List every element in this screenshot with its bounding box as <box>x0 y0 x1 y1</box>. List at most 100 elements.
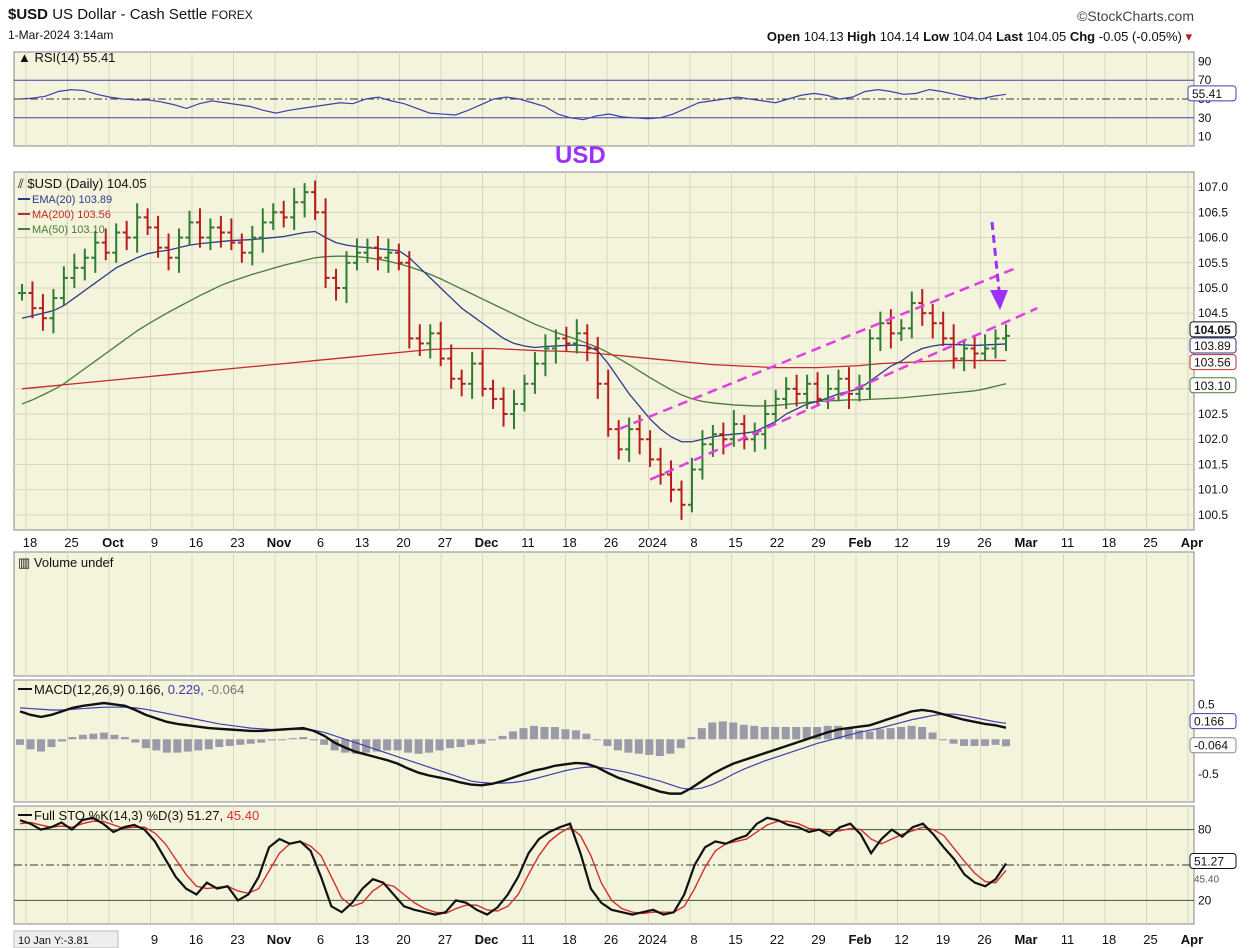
price-legend-item: MA(50) 103.10 <box>32 224 105 236</box>
price-tick-label: 106.5 <box>1198 205 1228 219</box>
macd-histogram-bar <box>89 733 98 740</box>
ema20-value-label: 103.89 <box>1194 339 1231 353</box>
macd-value-label: 0.166 <box>1194 715 1224 729</box>
x-axis-label-bottom: 29 <box>811 932 825 947</box>
macd-histogram-bar <box>509 731 517 740</box>
x-axis-label-top: 13 <box>355 535 369 550</box>
macd-histogram-bar <box>204 739 213 750</box>
x-axis-label-bottom: 23 <box>230 932 244 947</box>
x-axis-label-bottom: 11 <box>521 932 535 947</box>
last-value: 104.05 <box>1026 29 1067 44</box>
price-legend-item: MA(200) 103.56 <box>32 209 111 221</box>
macd-histogram-bar <box>288 738 297 740</box>
chg-label: Chg <box>1069 29 1096 44</box>
macd-histogram-bar <box>57 739 66 742</box>
rsi-value-box <box>1187 85 1237 102</box>
macd-legend: MACD(12,26,9) 0.166, 0.229, -0.064 <box>34 682 244 697</box>
price-tick-label: 104.5 <box>1198 306 1228 320</box>
macd-histogram-bar <box>110 734 119 740</box>
x-axis-label-bottom: 18 <box>562 932 576 947</box>
x-axis-label-top: 20 <box>396 535 410 550</box>
x-axis-label-bottom: 27 <box>438 932 452 947</box>
x-axis-label-top: 15 <box>728 535 742 550</box>
x-axis-label-top: Nov <box>267 535 292 550</box>
last-value-label: 104.05 <box>1194 323 1231 337</box>
open-value: 104.13 <box>803 29 844 44</box>
macd-hist-value-label: -0.064 <box>1194 739 1228 753</box>
x-axis-label-bottom: 13 <box>355 932 369 947</box>
macd-histogram-bar <box>236 739 245 745</box>
ma200-value-label-box <box>1189 354 1237 371</box>
macd-histogram-bar <box>960 739 969 746</box>
x-axis-label-top: 29 <box>811 535 825 550</box>
macd-histogram-bar <box>886 728 895 740</box>
macd-histogram-bar <box>278 739 287 741</box>
x-axis-label-top: Oct <box>102 535 124 550</box>
x-axis-label-bottom: 25 <box>1143 932 1157 947</box>
macd-histogram-bar <box>341 739 350 753</box>
x-axis-label-top: 25 <box>64 535 78 550</box>
macd-histogram-bar <box>99 732 108 740</box>
x-axis-label-top: Dec <box>475 535 499 550</box>
x-axis-label-bottom: 16 <box>189 932 203 947</box>
macd-histogram-bar <box>939 739 948 741</box>
macd-histogram-bar <box>225 739 234 746</box>
macd-legend-signal: 0.229, <box>168 682 208 697</box>
x-axis-label-top: 2024 <box>638 535 667 550</box>
x-axis-label-top: 18 <box>562 535 576 550</box>
high-value: 104.14 <box>879 29 920 44</box>
macd-histogram-bar <box>393 739 402 751</box>
ma50-value-label: 103.10 <box>1194 379 1231 393</box>
x-axis-label-bottom: 6 <box>317 932 324 947</box>
x-axis-label-top: 9 <box>151 535 158 550</box>
rsi-tick-label: 90 <box>1198 54 1212 68</box>
sto-d-line <box>19 820 1007 915</box>
ma200-line <box>21 347 1006 390</box>
macd-histogram-bar <box>981 739 990 746</box>
macd-histogram-bar <box>813 726 822 740</box>
macd-histogram-bar <box>194 739 203 751</box>
macd-histogram-bar <box>456 739 465 748</box>
price-tick-label: 102.5 <box>1198 407 1228 421</box>
macd-histogram-bar <box>655 739 664 756</box>
x-axis-label-top: 26 <box>977 535 991 550</box>
x-axis-label-top: Feb <box>848 535 871 550</box>
footer-note-box <box>13 930 119 948</box>
macd-histogram-bar <box>435 739 444 751</box>
macd-histogram-bar <box>697 728 706 740</box>
sto-legend-d: 45.40 <box>227 808 260 823</box>
macd-histogram-bar <box>582 733 591 740</box>
rsi-value-label: 55.41 <box>1192 87 1222 101</box>
rsi-line <box>19 88 1007 121</box>
x-axis-label-bottom: 20 <box>396 932 410 947</box>
macd-histogram-bar <box>802 726 811 740</box>
macd-histogram-bar <box>540 726 549 740</box>
sto-k-value-label: 51.27 <box>1194 855 1224 869</box>
macd-tick-label: -0.5 <box>1198 767 1219 781</box>
macd-histogram-bar <box>320 739 329 745</box>
macd-histogram-bar <box>404 739 413 753</box>
datetime: 1-Mar-2024 3:14am <box>8 28 114 42</box>
x-axis-label-top: 6 <box>317 535 324 550</box>
x-axis-label-top: 25 <box>1143 535 1157 550</box>
rsi-tick-label: 10 <box>1198 130 1212 144</box>
macd-histogram-bar <box>78 734 87 740</box>
macd-histogram-bar <box>739 724 748 740</box>
macd-histogram-bar <box>383 739 392 751</box>
ma200-value-label: 103.56 <box>1194 356 1231 370</box>
price-tick-label: 100.5 <box>1198 508 1228 522</box>
volume-legend: ▥ Volume undef <box>18 555 114 570</box>
ema20-value-label-box <box>1189 337 1237 354</box>
annotation-arrow-shaft <box>990 221 1001 291</box>
price-tick-label: 101.0 <box>1198 483 1228 497</box>
price-tick-label: 101.5 <box>1198 457 1228 471</box>
macd-histogram-bar <box>634 739 643 754</box>
chg-value: -0.05 (-0.05%) <box>1098 29 1182 44</box>
price-tick-label: 105.5 <box>1198 256 1228 270</box>
x-axis-label-bottom: 11 <box>1061 932 1075 947</box>
macd-histogram-bar <box>26 739 35 750</box>
macd-histogram-bar <box>855 730 864 740</box>
macd-histogram-bar <box>897 726 906 740</box>
exchange: FOREX <box>211 8 253 22</box>
